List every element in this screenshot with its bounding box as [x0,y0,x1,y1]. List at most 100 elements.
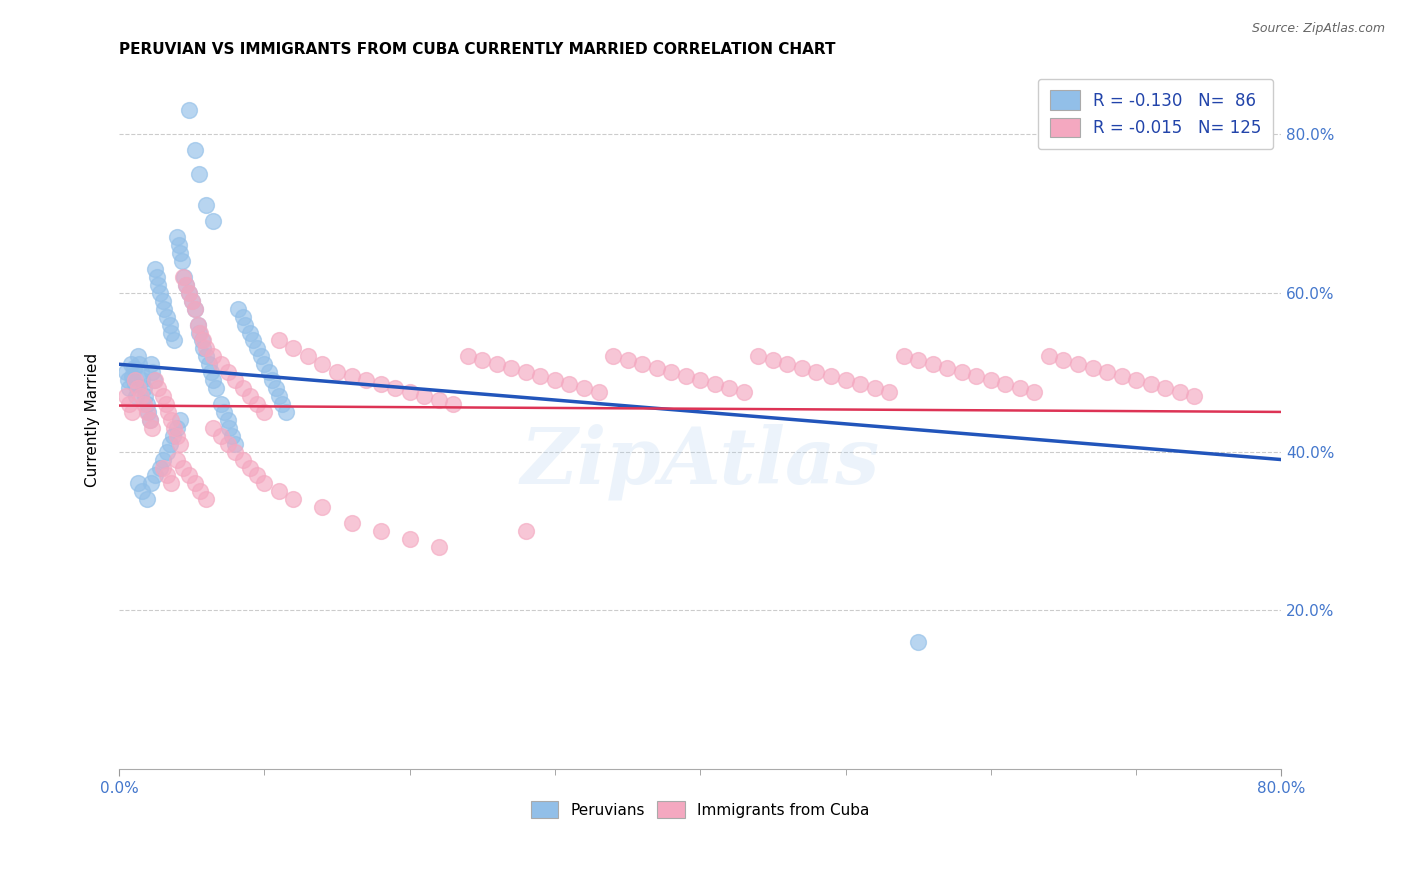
Point [370,524,392,538]
Point [849,377,872,392]
Point [457,349,479,363]
Point [115,389,138,403]
Point [965,369,987,384]
Point [160,413,183,427]
Point [209,357,232,371]
Point [1154,381,1177,395]
Point [471,353,494,368]
Point [616,353,638,368]
Point [173,269,195,284]
Point [907,635,929,649]
Y-axis label: Currently Married: Currently Married [86,353,100,487]
Point [659,365,682,379]
Point [141,365,163,379]
Point [936,361,959,376]
Point [398,385,420,400]
Point [806,365,828,379]
Point [250,349,273,363]
Point [413,389,436,403]
Point [980,373,1002,387]
Point [515,365,537,379]
Point [544,373,567,387]
Point [370,377,392,392]
Point [485,357,508,371]
Point [733,385,755,400]
Point [145,468,167,483]
Point [145,262,167,277]
Point [588,385,610,400]
Point [135,397,157,411]
Point [515,524,537,538]
Point [441,397,464,411]
Point [128,357,150,371]
Point [645,361,668,376]
Point [169,413,191,427]
Point [125,389,148,403]
Point [1081,361,1104,376]
Point [427,392,450,407]
Point [152,460,174,475]
Point [118,397,141,411]
Point [217,436,239,450]
Point [170,254,193,268]
Point [193,334,215,348]
Point [270,397,292,411]
Point [200,365,222,379]
Point [217,365,239,379]
Point [340,516,363,530]
Point [267,389,290,403]
Point [159,318,181,332]
Point [155,397,177,411]
Point [163,334,186,348]
Point [718,381,741,395]
Point [529,369,551,384]
Point [834,373,856,387]
Point [217,413,239,427]
Point [1168,385,1191,400]
Point [188,167,211,181]
Point [762,353,785,368]
Point [121,405,143,419]
Point [135,405,157,419]
Point [142,373,165,387]
Point [166,421,188,435]
Point [253,476,276,491]
Point [135,492,157,507]
Point [127,381,149,395]
Point [166,230,188,244]
Point [152,293,174,308]
Point [218,421,240,435]
Point [558,377,581,392]
Point [190,326,212,340]
Point [191,334,214,348]
Point [169,246,191,260]
Point [253,357,276,371]
Point [311,357,333,371]
Point [1111,369,1133,384]
Point [1024,385,1046,400]
Point [118,381,141,395]
Point [703,377,725,392]
Point [183,143,205,157]
Point [276,405,298,419]
Point [166,429,188,443]
Point [162,429,184,443]
Point [180,293,202,308]
Point [139,476,162,491]
Point [232,381,254,395]
Point [174,277,197,292]
Point [202,373,225,387]
Point [139,357,162,371]
Point [172,269,194,284]
Point [136,405,159,419]
Point [122,361,145,376]
Point [202,349,225,363]
Point [148,277,170,292]
Point [183,301,205,316]
Point [159,436,181,450]
Point [893,349,915,363]
Point [326,365,349,379]
Point [152,389,174,403]
Point [156,444,179,458]
Point [921,357,943,371]
